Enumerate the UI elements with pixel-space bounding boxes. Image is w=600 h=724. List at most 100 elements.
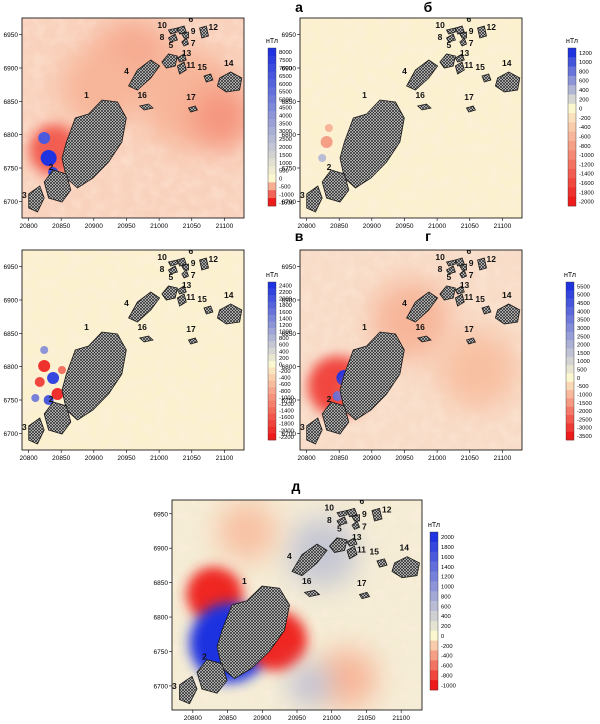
colorbar-label: 6500 — [279, 74, 292, 80]
body-label-17: 17 — [186, 324, 196, 334]
y-tick-label: 6950 — [282, 32, 297, 39]
body-label-1: 1 — [242, 576, 247, 586]
colorbar-swatch — [268, 295, 276, 303]
colorbar-swatch — [268, 166, 276, 175]
colorbar-label: -400 — [279, 376, 291, 382]
colorbar: нТл2000180016001400120010008006004002000… — [428, 522, 456, 691]
colorbar-label: 600 — [441, 604, 451, 610]
body-12 — [477, 257, 487, 271]
x-tick-label: 20850 — [52, 223, 70, 230]
body-13 — [176, 285, 187, 295]
y-tick-label: 6900 — [4, 298, 19, 305]
x-tick-label: 20800 — [297, 455, 315, 462]
body-label-6: 6 — [360, 496, 365, 506]
body-15 — [376, 558, 388, 568]
colorbar-swatch — [430, 532, 438, 543]
colorbar-label: -3000 — [577, 426, 592, 432]
body-8 — [336, 516, 348, 526]
body-9 — [181, 31, 189, 39]
body-label-7: 7 — [469, 38, 474, 48]
y-tick-label: 6950 — [154, 511, 169, 518]
colorbar-label: -1800 — [579, 190, 594, 196]
body-label-2: 2 — [327, 394, 332, 404]
body-16 — [303, 589, 321, 598]
body-16 — [138, 103, 154, 111]
body-2 — [196, 659, 228, 694]
colorbar-label: 500 — [577, 368, 587, 374]
colorbar-swatch — [268, 420, 276, 428]
colorbar-swatch — [268, 182, 276, 191]
body-label-12: 12 — [486, 254, 496, 264]
body-3 — [28, 185, 45, 213]
body-label-14: 14 — [502, 58, 512, 68]
body-17 — [465, 337, 476, 345]
body-6 — [176, 257, 187, 267]
x-tick-label: 21100 — [494, 455, 512, 462]
colorbar-swatch — [268, 63, 276, 72]
y-tick-label: 6750 — [154, 649, 169, 656]
body-label-2: 2 — [49, 394, 54, 404]
body-label-13: 13 — [182, 48, 192, 58]
body-label-5: 5 — [169, 272, 174, 282]
colorbar-swatch — [430, 601, 438, 612]
colorbar-swatch — [268, 111, 276, 120]
colorbar-swatch — [568, 196, 576, 207]
colorbar-label: 1000 — [279, 330, 292, 336]
colorbar-swatch — [268, 288, 276, 296]
panel-label: в — [295, 228, 304, 244]
body-label-2: 2 — [49, 162, 54, 172]
body-4 — [128, 59, 161, 91]
colorbar-swatch — [568, 187, 576, 198]
colorbar-label: -2000 — [577, 409, 592, 415]
body-16 — [416, 335, 432, 343]
body-11 — [454, 293, 465, 307]
body-11 — [176, 61, 187, 75]
colorbar-swatch — [430, 630, 438, 641]
body-3 — [306, 185, 323, 213]
colorbar-swatch — [268, 119, 276, 128]
body-label-15: 15 — [370, 547, 380, 557]
colorbar-label: 1400 — [441, 565, 454, 571]
colorbar-swatch — [430, 581, 438, 592]
body-label-1: 1 — [362, 90, 367, 100]
colorbar-label: 1000 — [441, 585, 454, 591]
colorbar-swatch — [268, 387, 276, 395]
body-label-14: 14 — [224, 290, 234, 300]
colorbar-label: 1200 — [441, 575, 454, 581]
body-9 — [459, 263, 467, 271]
colorbar-label: -500 — [577, 384, 589, 390]
y-tick-label: 6950 — [282, 264, 297, 271]
panel-label: а — [295, 0, 303, 15]
colorbar-swatch — [268, 380, 276, 388]
anomaly-1 — [320, 136, 333, 148]
colorbar-label: -1000 — [279, 192, 294, 198]
x-tick-label: 20900 — [363, 455, 381, 462]
colorbar-label: 2200 — [279, 290, 292, 296]
colorbar-swatch — [268, 393, 276, 401]
colorbar-label: -1000 — [279, 395, 294, 401]
y-tick-label: 6850 — [4, 99, 19, 106]
colorbar-swatch — [268, 48, 276, 57]
colorbar-swatch — [268, 301, 276, 309]
colorbar-label: 400 — [441, 614, 451, 620]
body-11 — [346, 545, 358, 560]
body-label-9: 9 — [469, 26, 474, 36]
body-16 — [138, 335, 154, 343]
x-tick-label: 21000 — [428, 223, 446, 230]
colorbar-swatch — [268, 374, 276, 382]
colorbar-swatch — [268, 71, 276, 80]
body-11 — [176, 293, 187, 307]
body-2 — [321, 169, 350, 203]
body-label-16: 16 — [415, 322, 425, 332]
body-label-5: 5 — [447, 40, 452, 50]
anomaly-4 — [51, 388, 64, 400]
body-3 — [179, 675, 198, 705]
colorbar-label: 1500 — [279, 153, 292, 159]
y-tick-label: 6700 — [282, 431, 297, 438]
x-tick-label: 21050 — [461, 223, 479, 230]
body-7 — [459, 37, 468, 47]
colorbar-swatch — [268, 354, 276, 362]
x-tick-label: 21000 — [323, 715, 341, 722]
body-15 — [481, 73, 492, 83]
colorbar-frame — [267, 47, 277, 207]
